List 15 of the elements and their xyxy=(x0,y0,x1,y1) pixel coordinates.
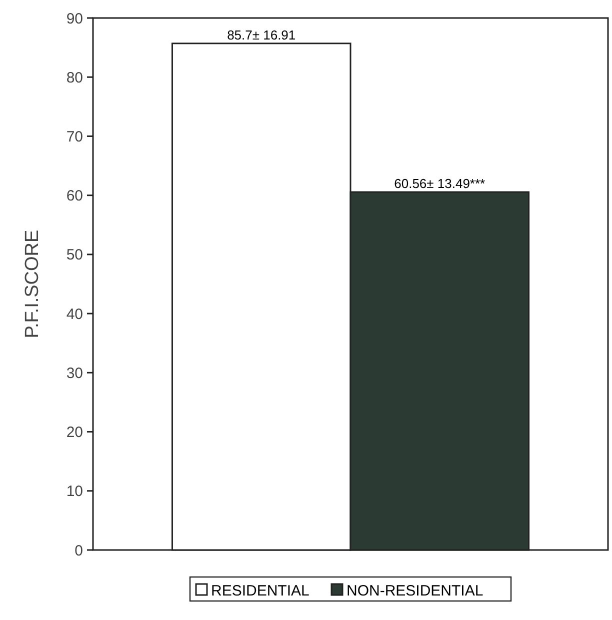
legend-label: NON-RESIDENTIAL xyxy=(346,582,484,600)
y-tick-label: 0 xyxy=(74,542,83,560)
y-tick-label: 10 xyxy=(66,483,83,500)
y-tick-label: 90 xyxy=(66,10,83,28)
y-tick-label: 30 xyxy=(66,364,83,382)
y-tick-label: 40 xyxy=(66,306,83,323)
y-tick-label: 80 xyxy=(66,69,83,86)
data-label: 60.56± 13.49*** xyxy=(394,176,486,192)
data-label: 85.7± 16.91 xyxy=(227,27,296,42)
y-tick-label: 50 xyxy=(66,246,83,264)
legend-label: RESIDENTIAL xyxy=(211,582,310,600)
y-tick-label: 70 xyxy=(66,128,83,146)
y-tick-label: 60 xyxy=(66,188,83,205)
y-axis-title: P.F.I.SCORE xyxy=(22,230,43,338)
y-tick-label: 20 xyxy=(66,424,83,442)
